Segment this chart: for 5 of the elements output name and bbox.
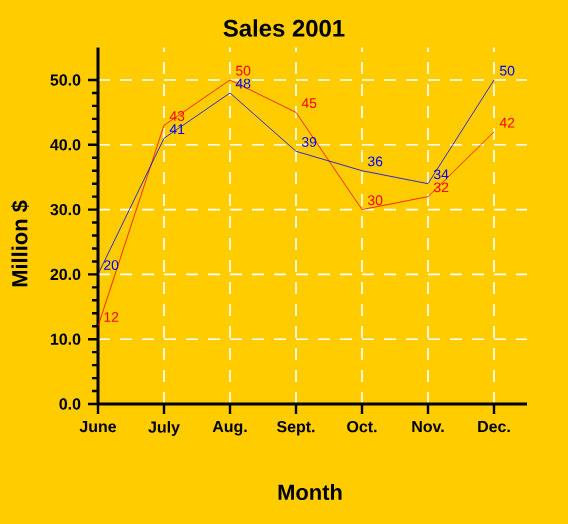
chart-title: Sales 2001: [223, 19, 345, 37]
line-series: [97, 79, 495, 275]
y-axis-title: Million $: [11, 200, 29, 287]
x-axis-title: Month: [278, 483, 342, 501]
line-series: [97, 79, 495, 327]
